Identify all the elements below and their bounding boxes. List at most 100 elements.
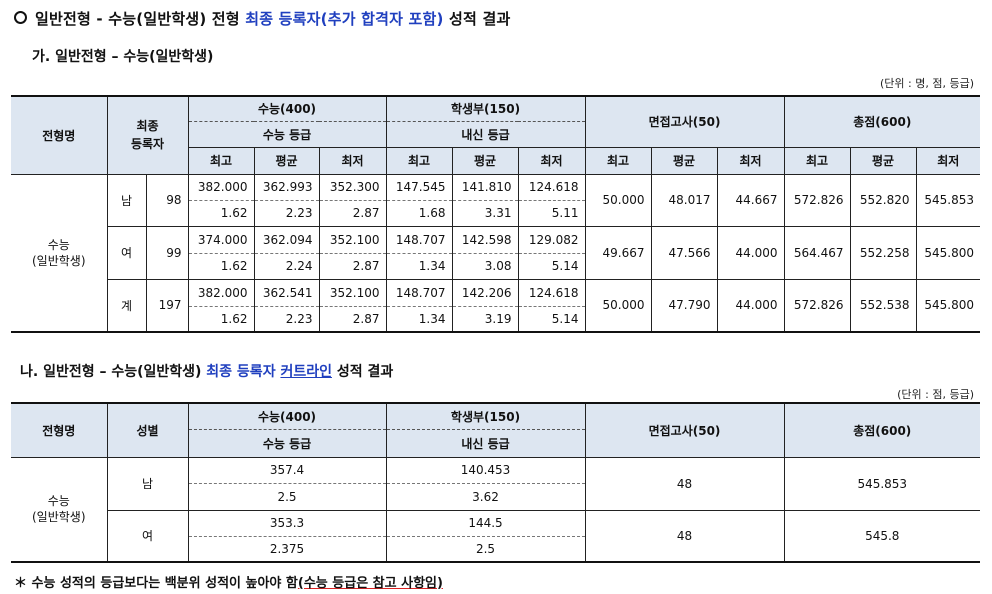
col-header-total: 총점(600) <box>783 402 980 458</box>
col-header-suneung: 수능(400) <box>187 95 387 122</box>
table-row: 여 99 374.000 362.094 352.100 148.707 142… <box>11 225 981 280</box>
total-max: 564.467 <box>783 225 851 280</box>
school-grade-min: 5.14 <box>517 305 586 333</box>
interview-min: 44.667 <box>716 173 785 227</box>
school-grade-max: 1.34 <box>385 252 453 280</box>
col-header-avg: 평균 <box>650 146 718 175</box>
cutline-table: 전형명 성별 수능(400) 학생부(150) 면접고사(50) 총점(600)… <box>11 402 980 563</box>
school-score-min: 129.082 <box>517 225 586 254</box>
school-grade-avg: 3.19 <box>451 305 519 333</box>
suneung-score-min: 352.100 <box>318 278 387 307</box>
table-row: 1.62 2.23 2.87 1.34 3.19 5.14 <box>11 305 980 333</box>
col-header-max: 최고 <box>187 146 255 175</box>
suneung-score-max: 382.000 <box>187 173 255 201</box>
col-header-min: 최저 <box>716 146 785 175</box>
suneung-score-avg: 362.541 <box>253 278 320 307</box>
interview-max: 50.000 <box>584 278 652 333</box>
table-row: 1.62 2.24 2.87 1.34 3.08 5.14 <box>11 252 980 280</box>
school-grade-min: 5.11 <box>517 199 586 227</box>
col-header-school-grade: 내신 등급 <box>385 428 586 458</box>
col-header-school: 학생부(150) <box>385 95 586 122</box>
suneung-grade-max: 1.62 <box>187 199 255 227</box>
suneung-score-avg: 362.094 <box>253 225 320 254</box>
school-grade-max: 1.34 <box>385 305 453 333</box>
interview-max: 49.667 <box>584 225 652 280</box>
table-row: 수능 (일반학생) 남 357.4 140.453 48 545.853 <box>11 456 980 563</box>
total-score: 545.8 <box>783 509 980 563</box>
footnote: ＊ 수능 성적의 등급보다는 백분위 성적이 높아야 함(수능 등급은 참고 사… <box>14 572 443 591</box>
total-score: 545.853 <box>783 456 980 511</box>
col-header-avg: 평균 <box>451 146 519 175</box>
school-score: 144.5 <box>385 509 586 537</box>
interview-max: 50.000 <box>584 173 652 227</box>
total-min: 545.853 <box>915 173 981 227</box>
col-header-type: 전형명 <box>11 402 108 458</box>
school-score: 140.453 <box>385 456 586 484</box>
suneung-grade-avg: 2.23 <box>253 199 320 227</box>
section2-title-pre: 나. 일반전형 – 수능(일반학생) <box>20 364 207 380</box>
table-row: 수능 (일반학생) 남 98 382.000 362.993 352.300 1… <box>11 173 981 333</box>
interview-avg: 48.017 <box>650 173 718 227</box>
col-header-min: 최저 <box>318 146 387 175</box>
footnote-text: ＊ 수능 성적의 등급보다는 백분위 성적이 높아야 함 <box>14 576 298 591</box>
section2-title-highlight: 최종 등록자 <box>206 364 281 380</box>
table-row: 여 353.3 144.5 48 545.8 <box>11 509 980 563</box>
total-avg: 552.538 <box>849 278 917 333</box>
table-row: 계 197 382.000 362.541 352.100 148.707 14… <box>11 278 981 333</box>
suneung-score-max: 374.000 <box>187 225 255 254</box>
group-label: 수능 (일반학생) <box>11 173 108 333</box>
section1-subtitle: 가. 일반전형 – 수능(일반학생) <box>32 49 214 65</box>
col-header-min: 최저 <box>915 146 981 175</box>
table-row: 1.62 2.23 2.87 1.68 3.31 5.11 <box>11 199 980 227</box>
school-grade-min: 5.14 <box>517 252 586 280</box>
school-score-avg: 142.598 <box>451 225 519 254</box>
section1-title: 일반전형 - 수능(일반학생) 전형 최종 등록자(추가 합격자 포함) 성적 … <box>14 8 510 29</box>
school-score-max: 148.707 <box>385 225 453 254</box>
col-header-avg: 평균 <box>849 146 917 175</box>
interview-score: 48 <box>584 509 785 563</box>
school-score-max: 147.545 <box>385 173 453 201</box>
suneung-grade-min: 2.87 <box>318 305 387 333</box>
col-header-avg: 평균 <box>253 146 320 175</box>
total-avg: 552.258 <box>849 225 917 280</box>
school-score-min: 124.618 <box>517 173 586 201</box>
col-header-school-grade: 내신 등급 <box>385 120 586 148</box>
total-max: 572.826 <box>783 278 851 333</box>
col-header-min: 최저 <box>517 146 586 175</box>
total-max: 572.826 <box>783 173 851 227</box>
school-grade: 2.5 <box>385 535 586 563</box>
final-registrants-table: 전형명 최종 등록자 수능(400) 학생부(150) 면접고사(50) 총점(… <box>11 95 981 333</box>
col-header-suneung: 수능(400) <box>187 402 387 430</box>
section2-unit: (단위 : 점, 등급) <box>897 388 974 401</box>
suneung-grade-min: 2.87 <box>318 199 387 227</box>
suneung-grade-avg: 2.23 <box>253 305 320 333</box>
suneung-grade: 2.375 <box>187 535 387 563</box>
suneung-grade-max: 1.62 <box>187 305 255 333</box>
table-row: 2.375 2.5 <box>11 535 980 563</box>
group-label: 수능 (일반학생) <box>11 456 108 563</box>
suneung-score-max: 382.000 <box>187 278 255 307</box>
interview-avg: 47.790 <box>650 278 718 333</box>
interview-score: 48 <box>584 456 785 511</box>
section2-title: 나. 일반전형 – 수능(일반학생) 최종 등록자 커트라인 성적 결과 <box>20 361 393 381</box>
interview-avg: 47.566 <box>650 225 718 280</box>
col-header-interview: 면접고사(50) <box>584 402 785 458</box>
school-grade-max: 1.68 <box>385 199 453 227</box>
school-score-max: 148.707 <box>385 278 453 307</box>
col-header-suneung-grade: 수능 등급 <box>187 120 387 148</box>
school-score-min: 124.618 <box>517 278 586 307</box>
gender-cell: 남 <box>106 456 189 511</box>
total-avg: 552.820 <box>849 173 917 227</box>
count-cell: 197 <box>145 278 189 333</box>
section1-title-highlight: 최종 등록자(추가 합격자 포함) <box>245 10 444 28</box>
total-min: 545.800 <box>915 278 981 333</box>
circle-bullet-icon <box>14 11 27 24</box>
school-grade-avg: 3.31 <box>451 199 519 227</box>
col-header-type: 전형명 <box>11 95 108 175</box>
section1-unit: (단위 : 명, 점, 등급) <box>880 77 974 90</box>
col-header-school: 학생부(150) <box>385 402 586 430</box>
col-header-interview: 면접고사(50) <box>584 95 785 148</box>
section1-title-post: 성적 결과 <box>443 10 511 28</box>
gender-cell: 여 <box>106 225 147 280</box>
